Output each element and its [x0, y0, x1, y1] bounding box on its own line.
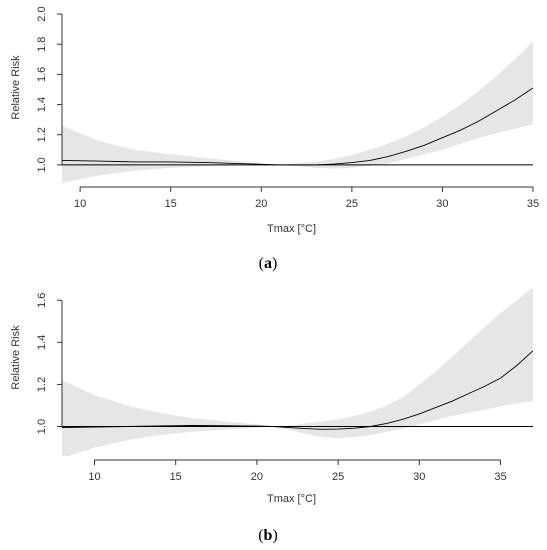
x-tick-label: 20: [255, 198, 267, 210]
axis-frame-a: [61, 14, 533, 188]
panel-a: 10 15 20 25 30 35 1.0 1.2 1.4 1.6 1.8 2.0 Tmax [°C…: [10, 6, 539, 272]
x-tick-label: 35: [527, 198, 539, 210]
x-tick-label: 15: [165, 198, 177, 210]
x-tick-label: 20: [251, 471, 263, 483]
y-axis-a: 1.0 1.2 1.4 1.6 1.8 2.0: [36, 6, 62, 173]
risk-curve-b: [62, 350, 533, 430]
y-tick-label: 1.0: [36, 419, 48, 434]
y-tick-label: 1.4: [36, 335, 48, 350]
x-tick-label: 35: [494, 471, 506, 483]
x-tick-label: 25: [346, 198, 358, 210]
y-tick-label: 1.2: [36, 127, 48, 142]
confidence-band-area: [62, 287, 533, 456]
y-tick-label: 1.0: [36, 157, 48, 172]
confidence-band-a: [62, 41, 533, 183]
panel-b: 10 15 20 25 30 35 1.0 1.2 1.4 1.6 Tmax [°C] Rela…: [10, 287, 533, 544]
x-tick-label: 30: [413, 471, 425, 483]
y-tick-label: 1.6: [36, 293, 48, 308]
x-tick-label: 25: [332, 471, 344, 483]
y-tick-label: 2.0: [36, 6, 48, 21]
y-tick-label: 1.8: [36, 37, 48, 52]
y-tick-label: 1.6: [36, 67, 48, 82]
panel-caption-b: (b): [258, 527, 278, 544]
risk-curve-line: [62, 350, 533, 430]
y-axis-title-a: Relative Risk: [10, 55, 22, 120]
panel-letter-a: a: [264, 255, 272, 272]
x-axis-b: 10 15 20 25 30 35: [88, 460, 507, 483]
y-axis-b: 1.0 1.2 1.4 1.6: [36, 293, 62, 434]
x-axis-title-a: Tmax [°C]: [267, 223, 316, 235]
y-axis-title-b: Relative Risk: [10, 325, 22, 390]
panel-letter-b: b: [264, 527, 273, 544]
confidence-band-area: [62, 41, 533, 183]
axis-frame-b: [61, 300, 501, 461]
panel-caption-a: (a): [259, 255, 278, 272]
x-axis-a: 10 15 20 25 30 35: [74, 187, 539, 210]
x-tick-label: 15: [170, 471, 182, 483]
x-axis-title-b: Tmax [°C]: [267, 493, 316, 505]
x-tick-label: 30: [436, 198, 448, 210]
confidence-band-b: [62, 287, 533, 456]
y-tick-label: 1.4: [36, 97, 48, 112]
x-tick-label: 10: [74, 198, 86, 210]
y-tick-label: 1.2: [36, 377, 48, 392]
x-tick-label: 10: [88, 471, 100, 483]
risk-curve-line: [62, 87, 533, 166]
risk-curve-a: [62, 87, 533, 166]
